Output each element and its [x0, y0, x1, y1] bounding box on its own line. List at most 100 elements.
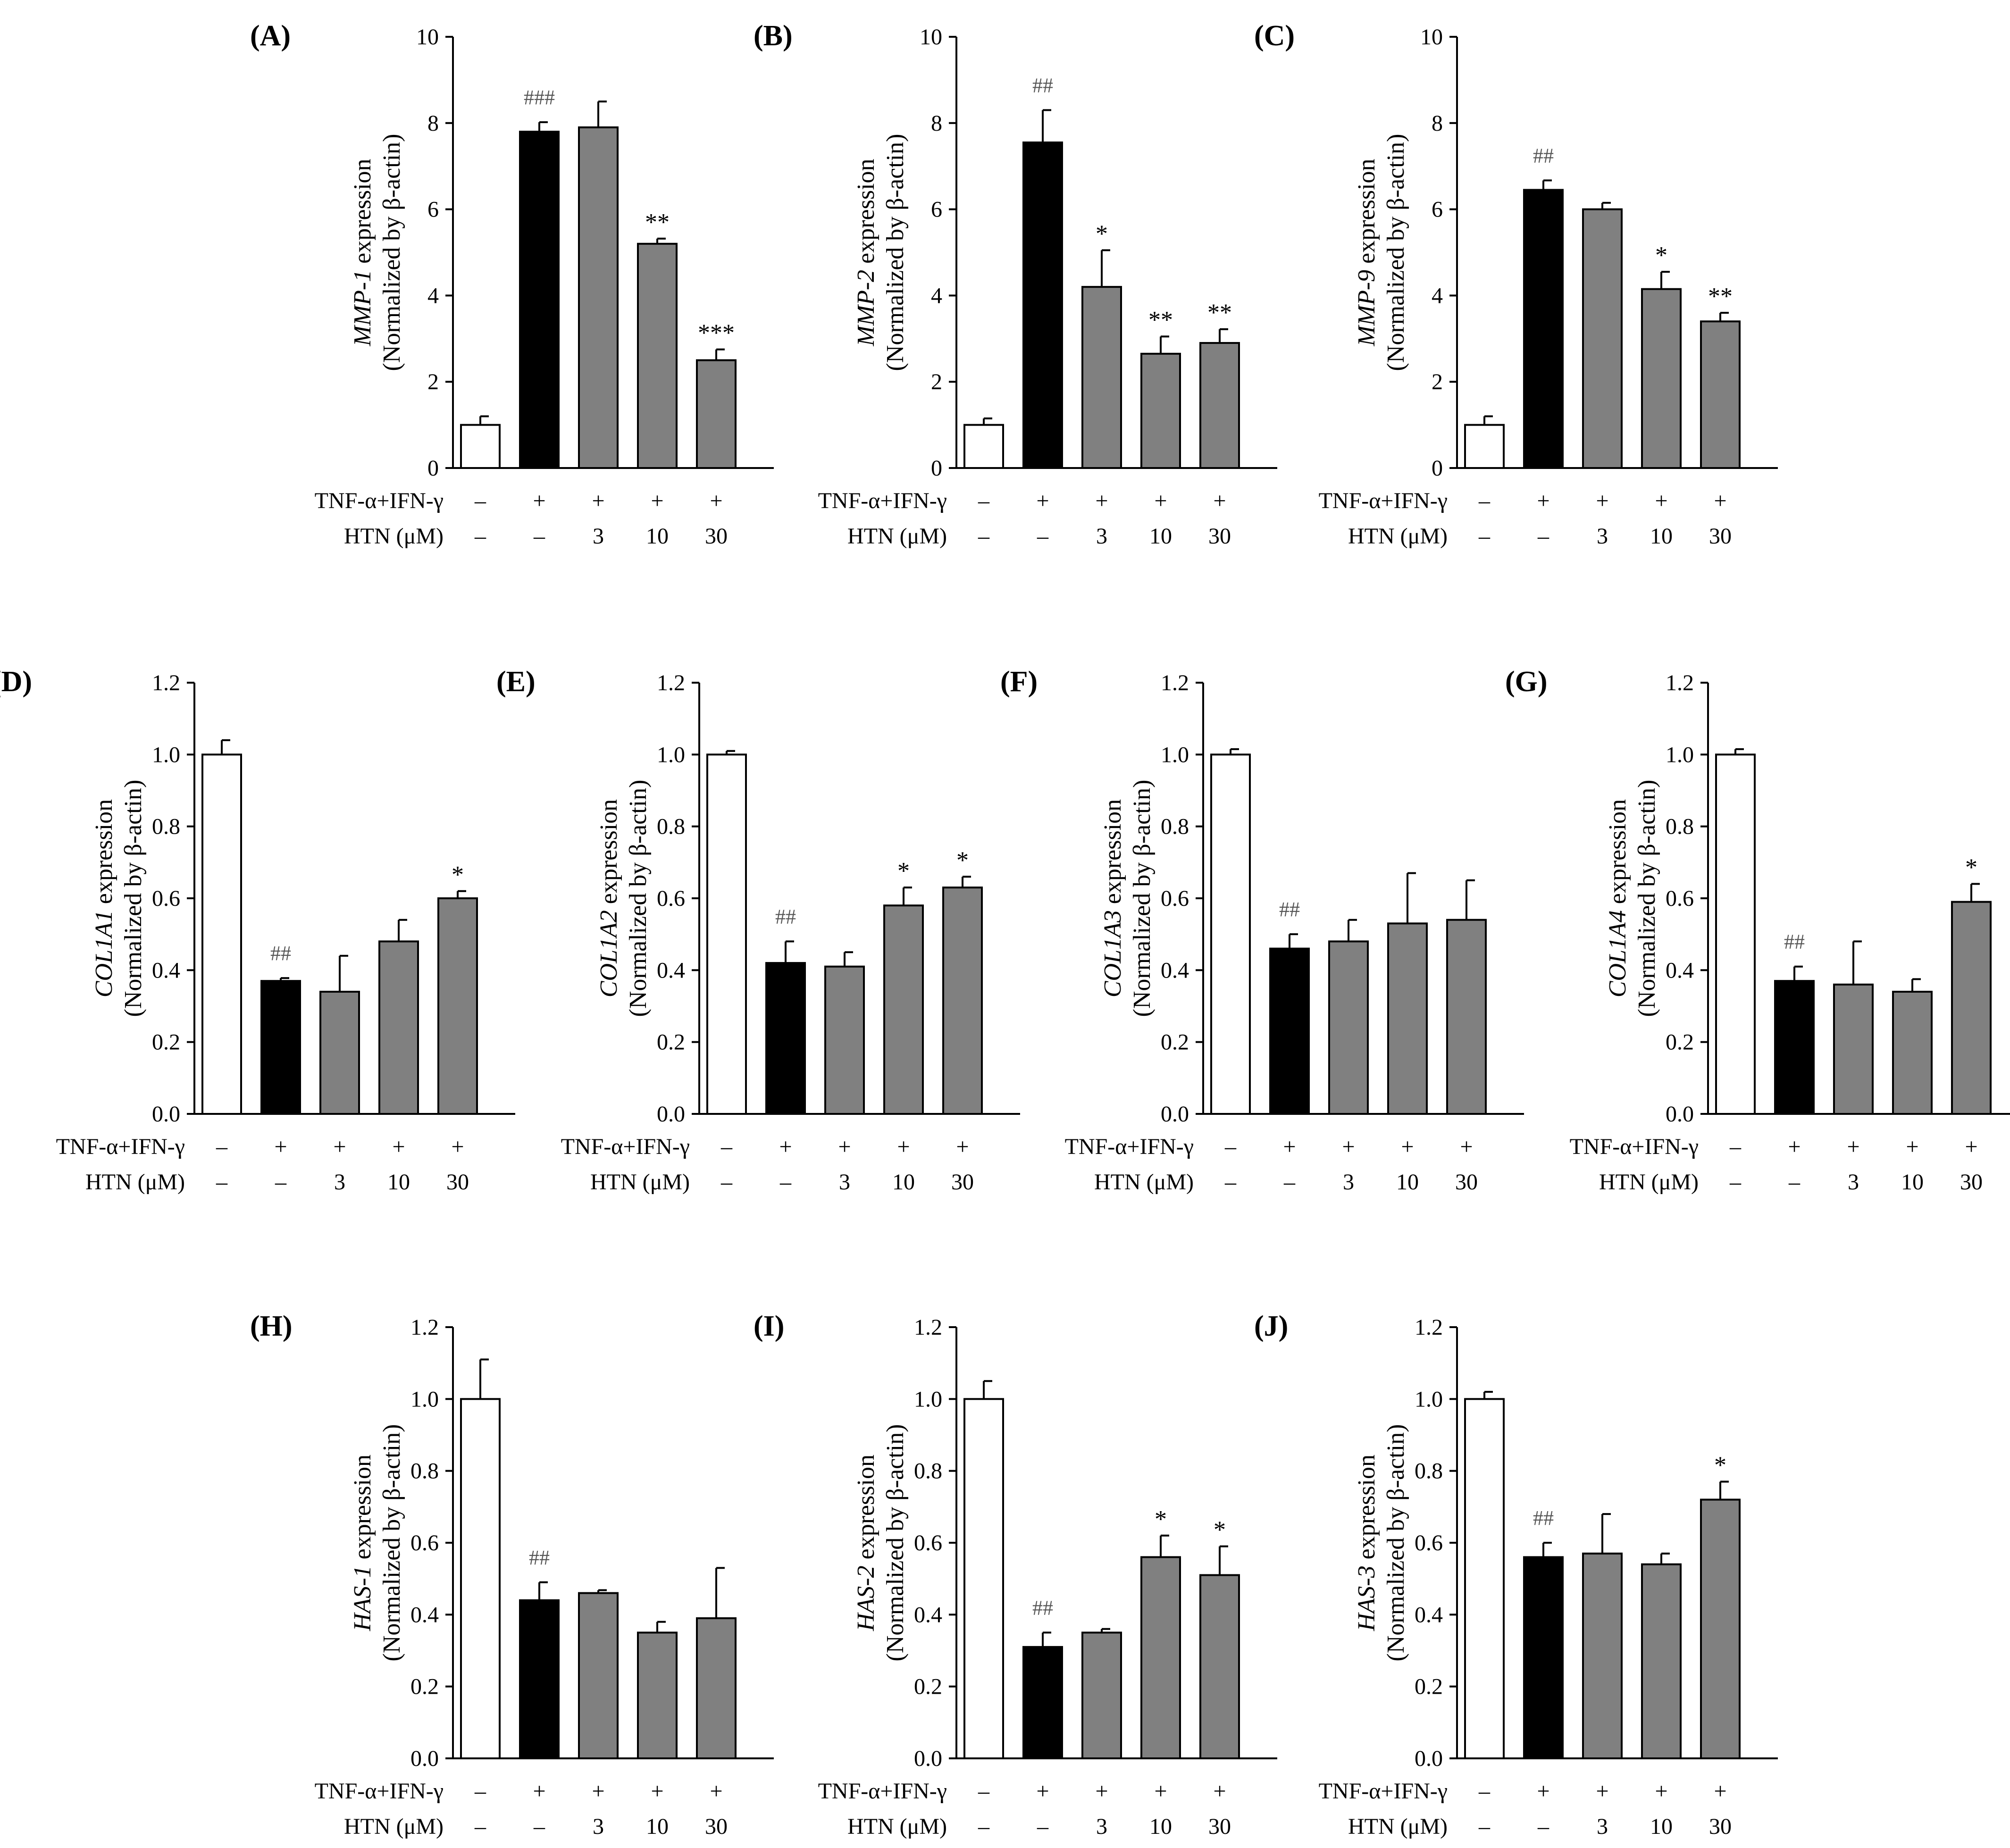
y-tick-label: 0.4	[1415, 1602, 1443, 1627]
condition-row-label: TNF-α+IFN-γ	[315, 1779, 444, 1804]
condition-value: +	[838, 1134, 851, 1159]
condition-row-label: TNF-α+IFN-γ	[1570, 1134, 1699, 1159]
y-axis-label-line2: (Normalized by β-actin)	[378, 1424, 405, 1662]
condition-row-label: TNF-α+IFN-γ	[818, 1779, 947, 1804]
y-tick-label: 0.8	[657, 814, 685, 839]
condition-value: –	[474, 524, 486, 549]
y-axis-label-suffix: expression	[853, 1455, 879, 1565]
condition-value: +	[1460, 1134, 1473, 1159]
bar	[883, 904, 924, 1115]
y-tick-label: 0.6	[657, 886, 685, 911]
condition-row-label: TNF-α+IFN-γ	[1319, 488, 1448, 513]
y-tick-label: 0.0	[914, 1746, 942, 1771]
significance-label: *	[1965, 854, 1977, 881]
bar	[1641, 288, 1682, 469]
y-axis-label-line2: (Normalized by β-actin)	[1129, 780, 1156, 1017]
y-axis-gene-name: MMP-1	[349, 270, 376, 347]
y-tick-label: 0.4	[410, 1602, 439, 1627]
condition-value: 10	[646, 1814, 669, 1839]
y-axis-label: MMP-1 expression	[349, 159, 376, 346]
y-tick-label: 0.0	[152, 1102, 180, 1127]
condition-value: +	[1714, 488, 1726, 513]
significance-label: *	[1655, 242, 1667, 269]
condition-value: 3	[1848, 1170, 1859, 1195]
condition-row-label: HTN (μM)	[344, 1814, 444, 1839]
panel-label: (A)	[250, 20, 291, 52]
y-tick-label: 0	[1432, 456, 1443, 481]
condition-value: +	[533, 1779, 545, 1804]
condition-value: +	[533, 488, 545, 513]
y-axis-label-suffix: expression	[349, 1455, 376, 1565]
y-axis-label-suffix: expression	[349, 159, 376, 269]
significance-label: ##	[1533, 144, 1554, 167]
y-tick-label: 1.0	[410, 1387, 439, 1412]
condition-value: –	[216, 1170, 228, 1195]
panel-label: (I)	[754, 1310, 784, 1342]
significance-label: ###	[524, 86, 555, 109]
condition-value: 30	[1208, 524, 1231, 549]
condition-value: 3	[593, 524, 604, 549]
condition-value: +	[1342, 1134, 1355, 1159]
y-tick-label: 0.0	[1161, 1102, 1189, 1127]
y-tick-label: 1.2	[1161, 670, 1189, 695]
condition-value: +	[1401, 1134, 1414, 1159]
bar	[260, 980, 301, 1115]
y-tick-label: 8	[931, 111, 942, 136]
condition-value: –	[474, 488, 486, 513]
y-tick-label: 0.6	[914, 1530, 942, 1555]
y-tick-label: 0.8	[1415, 1459, 1443, 1484]
condition-value: +	[1154, 488, 1167, 513]
condition-value: –	[720, 1170, 733, 1195]
bar	[1022, 1646, 1063, 1759]
bar	[1199, 342, 1240, 469]
y-tick-label: 6	[931, 197, 942, 222]
condition-value: 3	[1096, 524, 1107, 549]
y-tick-label: 0.2	[914, 1674, 942, 1699]
condition-value: +	[592, 1779, 604, 1804]
y-tick-label: 8	[427, 111, 439, 136]
condition-value: 10	[387, 1170, 410, 1195]
y-axis-label: MMP-9 expression	[1353, 159, 1380, 346]
y-axis-gene-name: MMP-9	[1353, 270, 1380, 347]
y-tick-label: 0	[427, 456, 439, 481]
condition-value: +	[710, 1779, 722, 1804]
y-axis-label-suffix: expression	[1099, 799, 1126, 910]
y-axis-label-line2: (Normalized by β-actin)	[1382, 134, 1409, 371]
significance-label: *	[452, 861, 464, 888]
bar	[319, 991, 360, 1115]
y-axis-label: COL1A3 expression	[1099, 799, 1126, 997]
y-axis-label-suffix: expression	[595, 799, 622, 910]
y-tick-label: 4	[931, 283, 942, 308]
bar	[1700, 320, 1741, 469]
condition-value: –	[1224, 1170, 1237, 1195]
condition-value: +	[1213, 1779, 1226, 1804]
y-tick-label: 0.8	[410, 1459, 439, 1484]
y-axis-label: MMP-2 expression	[853, 159, 879, 346]
condition-value: +	[1537, 1779, 1549, 1804]
condition-row-label: TNF-α+IFN-γ	[315, 488, 444, 513]
condition-value: 30	[1960, 1170, 1983, 1195]
bar	[578, 126, 619, 469]
y-tick-label: 2	[427, 369, 439, 394]
condition-value: –	[1537, 1814, 1549, 1839]
bar	[1387, 922, 1428, 1115]
y-axis-label: HAS-2 expression	[853, 1455, 879, 1631]
significance-label: ##	[1032, 1596, 1053, 1619]
y-tick-label: 10	[416, 25, 439, 50]
y-axis-label-line2: (Normalized by β-actin)	[378, 134, 405, 371]
y-tick-label: 0.2	[410, 1674, 439, 1699]
bar	[1715, 753, 1756, 1115]
bar	[460, 1398, 501, 1759]
condition-value: +	[274, 1134, 287, 1159]
condition-value: –	[1478, 1814, 1491, 1839]
panel-label: (F)	[1000, 666, 1038, 698]
significance-label: ##	[1533, 1506, 1554, 1530]
y-tick-label: 0.8	[914, 1459, 942, 1484]
bar	[378, 940, 419, 1115]
condition-value: –	[1478, 488, 1491, 513]
bar	[1641, 1563, 1682, 1759]
y-tick-label: 2	[1432, 369, 1443, 394]
condition-row-label: HTN (μM)	[344, 524, 444, 549]
y-axis-label: HAS-1 expression	[349, 1455, 376, 1631]
condition-value: +	[1655, 1779, 1667, 1804]
